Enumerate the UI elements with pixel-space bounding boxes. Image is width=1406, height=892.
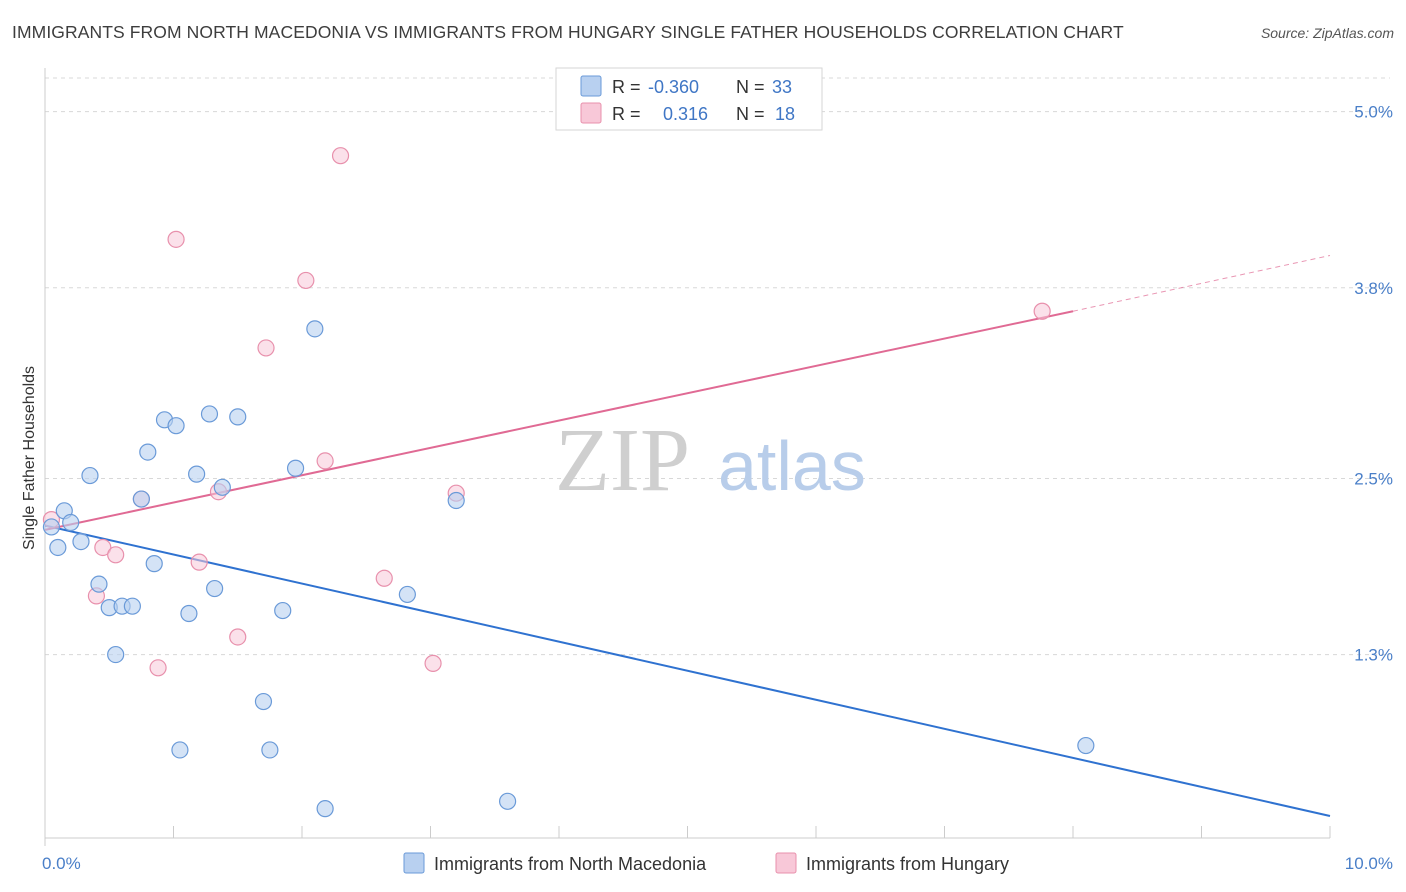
point-hungary [316,452,334,470]
point-hungary [229,628,247,646]
axes [44,68,1331,846]
point-hungary [1033,302,1051,320]
x-tick-label: 10.0% [1345,854,1393,873]
chart-title: IMMIGRANTS FROM NORTH MACEDONIA VS IMMIG… [12,22,1124,42]
legend-swatch-macedonia [580,75,602,97]
legend-n-label-1: N = [736,77,765,97]
point-macedonia [49,538,67,557]
point-hungary [94,538,112,557]
bottom-legend-swatch-macedonia [403,852,425,874]
point-macedonia [200,405,219,423]
point-macedonia [274,601,292,620]
point-macedonia [132,490,150,508]
trend-line-hungary-extension [1072,254,1331,312]
legend: R = -0.360 N = 33 R = 0.316 N = 18 [555,67,823,131]
bottom-legend-swatch-hungary [775,852,797,874]
point-macedonia [107,645,125,664]
y-tick-label: 2.5% [1354,470,1393,489]
point-macedonia [306,320,324,338]
point-macedonia [499,792,517,810]
x-tick-labels: 0.0% 10.0% [42,854,1393,873]
bottom-legend-label-hungary: Immigrants from Hungary [806,854,1009,874]
legend-n-label-2: N = [736,104,765,124]
point-macedonia [316,800,334,818]
point-hungary [107,546,125,564]
watermark: ZIP atlas [555,411,866,510]
point-hungary [375,569,393,587]
point-macedonia [62,513,80,532]
point-hungary [297,271,315,290]
point-macedonia [206,579,224,598]
watermark-zip: ZIP [555,411,690,510]
point-macedonia [81,466,99,485]
trend-lines [44,254,1331,817]
point-macedonia [254,692,273,711]
y-tick-labels: 1.3% 2.5% 3.8% 5.0% [1354,103,1393,665]
source-label: Source: ZipAtlas.com [1260,25,1394,41]
point-macedonia [188,465,206,483]
bottom-legend: Immigrants from North Macedonia Immigran… [403,852,1009,874]
point-macedonia [261,741,279,759]
legend-n-value-1: 33 [772,77,792,97]
legend-r-label-1: R = [612,77,641,97]
y-tick-label: 1.3% [1354,646,1393,665]
point-macedonia [167,417,185,435]
y-axis-label: Single Father Households [21,366,38,550]
point-macedonia [145,555,163,573]
point-macedonia [171,741,189,759]
point-hungary [167,230,185,248]
data-points [42,147,1095,818]
legend-r-value-2: 0.316 [663,104,708,124]
point-macedonia [72,533,90,551]
trend-line-macedonia [44,524,1331,817]
point-macedonia [398,585,416,604]
watermark-atlas: atlas [718,427,866,505]
x-tick-label: 0.0% [42,854,81,873]
point-hungary [190,553,208,571]
point-hungary [424,654,442,672]
legend-r-value-1: -0.360 [648,77,699,97]
point-macedonia [447,491,465,510]
point-macedonia [1077,736,1095,755]
point-macedonia [42,518,61,536]
point-hungary [257,339,275,357]
legend-r-label-2: R = [612,104,641,124]
point-hungary [331,147,350,165]
bottom-legend-label-macedonia: Immigrants from North Macedonia [434,854,707,874]
point-macedonia [90,575,108,593]
grid-lines [45,77,1390,656]
point-macedonia [286,459,305,477]
point-macedonia [180,604,198,623]
point-macedonia [213,478,231,496]
legend-n-value-2: 18 [775,104,795,124]
point-hungary [149,659,167,677]
y-tick-label: 3.8% [1354,279,1393,298]
legend-swatch-hungary [580,102,602,124]
point-macedonia [229,408,247,426]
point-macedonia [139,443,157,461]
y-tick-label: 5.0% [1354,103,1393,122]
point-macedonia [123,597,141,615]
